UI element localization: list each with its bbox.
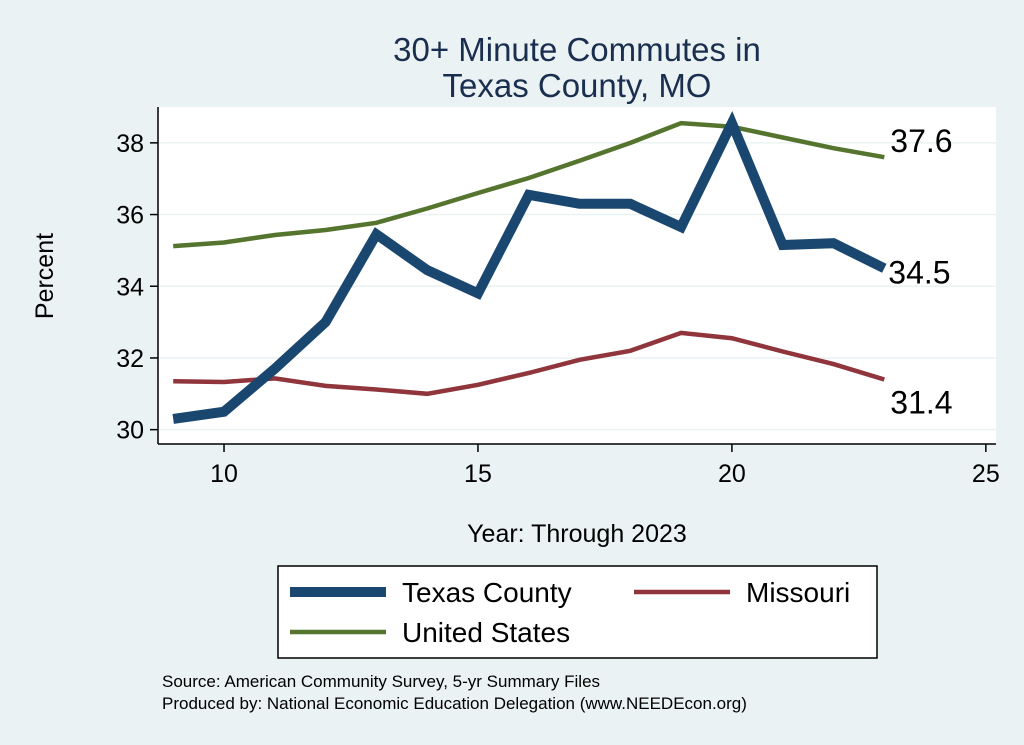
x-tick-label: 15 bbox=[464, 460, 492, 488]
chart-title-line-2: Texas County, MO bbox=[443, 67, 712, 104]
x-tick-label: 20 bbox=[718, 460, 746, 488]
end-value-label: 31.4 bbox=[890, 384, 952, 420]
axis-ticks: 30 32 34 36 38 10 15 20 25 bbox=[116, 130, 1000, 488]
y-tick-label: 36 bbox=[116, 202, 144, 230]
series-lines bbox=[172, 110, 887, 424]
series-line-texas-county bbox=[172, 110, 887, 424]
y-axis-label: Percent bbox=[31, 233, 59, 319]
end-value-label: 34.5 bbox=[888, 254, 950, 290]
legend: Texas County Missouri United States bbox=[290, 577, 850, 648]
y-tick-label: 38 bbox=[116, 130, 144, 158]
series-line-missouri bbox=[173, 330, 885, 397]
plot-area bbox=[158, 107, 996, 444]
y-tick-label: 32 bbox=[116, 345, 144, 373]
legend-label: Texas County bbox=[402, 577, 572, 608]
x-tick-label: 10 bbox=[210, 460, 238, 488]
x-tick-label: 25 bbox=[972, 460, 1000, 488]
x-axis-label: Year: Through 2023 bbox=[467, 520, 687, 548]
legend-label: Missouri bbox=[746, 577, 850, 608]
series-line-united-states bbox=[173, 120, 885, 249]
y-tick-label: 34 bbox=[116, 273, 144, 301]
end-labels: 31.4 37.6 34.5 bbox=[888, 123, 952, 420]
chart-title-line-1: 30+ Minute Commutes in bbox=[393, 31, 761, 68]
grid-lines bbox=[158, 142, 996, 431]
y-tick-label: 30 bbox=[116, 417, 144, 445]
legend-label: United States bbox=[402, 617, 570, 648]
producer-note: Produced by: National Economic Education… bbox=[162, 694, 747, 713]
source-note: Source: American Community Survey, 5-yr … bbox=[162, 672, 600, 691]
legend-box bbox=[277, 565, 878, 659]
end-value-label: 37.6 bbox=[890, 123, 952, 159]
